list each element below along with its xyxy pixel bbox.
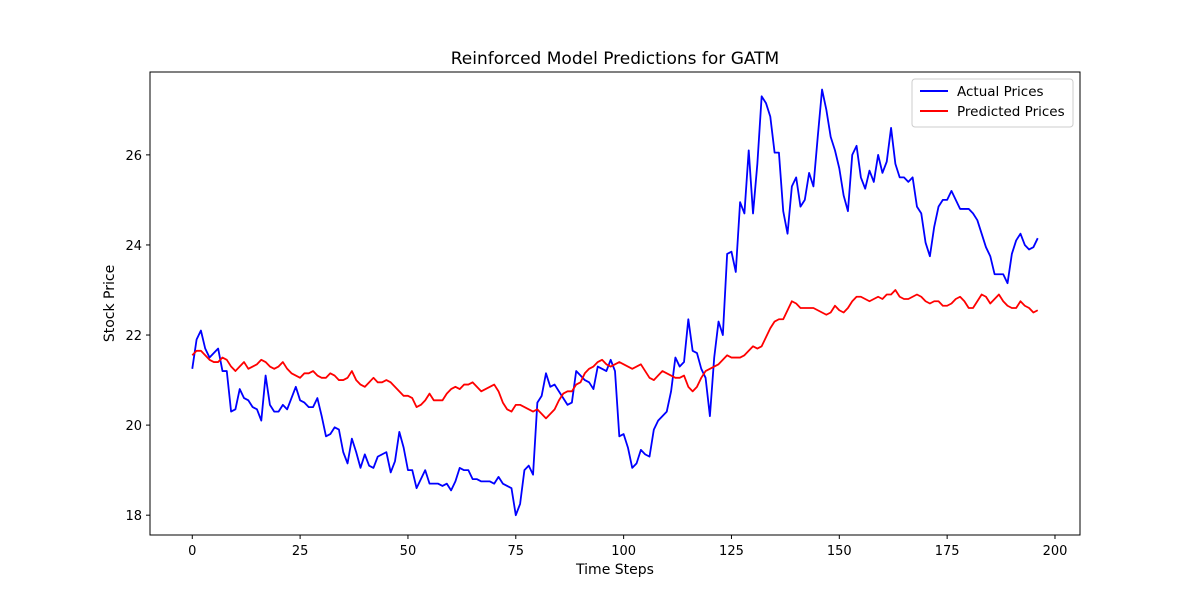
- series-line-predicted-prices: [191, 289, 1039, 420]
- x-tick-label: 100: [611, 544, 636, 559]
- x-tick-label: 75: [508, 544, 525, 559]
- legend-label-actual: Actual Prices: [957, 84, 1044, 100]
- legend-box: [911, 78, 1074, 128]
- series-layer: [191, 88, 1039, 517]
- x-tick-label: 0: [188, 544, 196, 559]
- y-axis-label: Stock Price: [102, 265, 118, 342]
- y-tick-label: 22: [125, 329, 142, 344]
- y-tick-label: 20: [125, 419, 142, 434]
- x-tick-label: 200: [1043, 544, 1068, 559]
- x-tick-label: 150: [827, 544, 852, 559]
- legend-label-predicted: Predicted Prices: [957, 104, 1065, 120]
- legend: Actual Prices Predicted Prices: [911, 78, 1074, 128]
- y-tick-label: 24: [125, 239, 142, 254]
- plot-frame: [149, 71, 1081, 536]
- x-tick-label: 50: [400, 544, 417, 559]
- chart-title: Reinforced Model Predictions for GATM: [451, 49, 779, 69]
- y-tick-label: 26: [125, 149, 142, 164]
- y-axis: 18 20 22 24 26: [125, 149, 150, 524]
- x-axis-label: Time Steps: [575, 562, 654, 578]
- y-tick-label: 18: [125, 509, 142, 524]
- x-tick-label: 125: [719, 544, 744, 559]
- x-tick-label: 175: [935, 544, 960, 559]
- x-axis: 0 25 50 75 100 125 150 175 200: [188, 535, 1067, 559]
- series-line-actual-prices: [191, 88, 1039, 517]
- x-tick-label: 25: [292, 544, 309, 559]
